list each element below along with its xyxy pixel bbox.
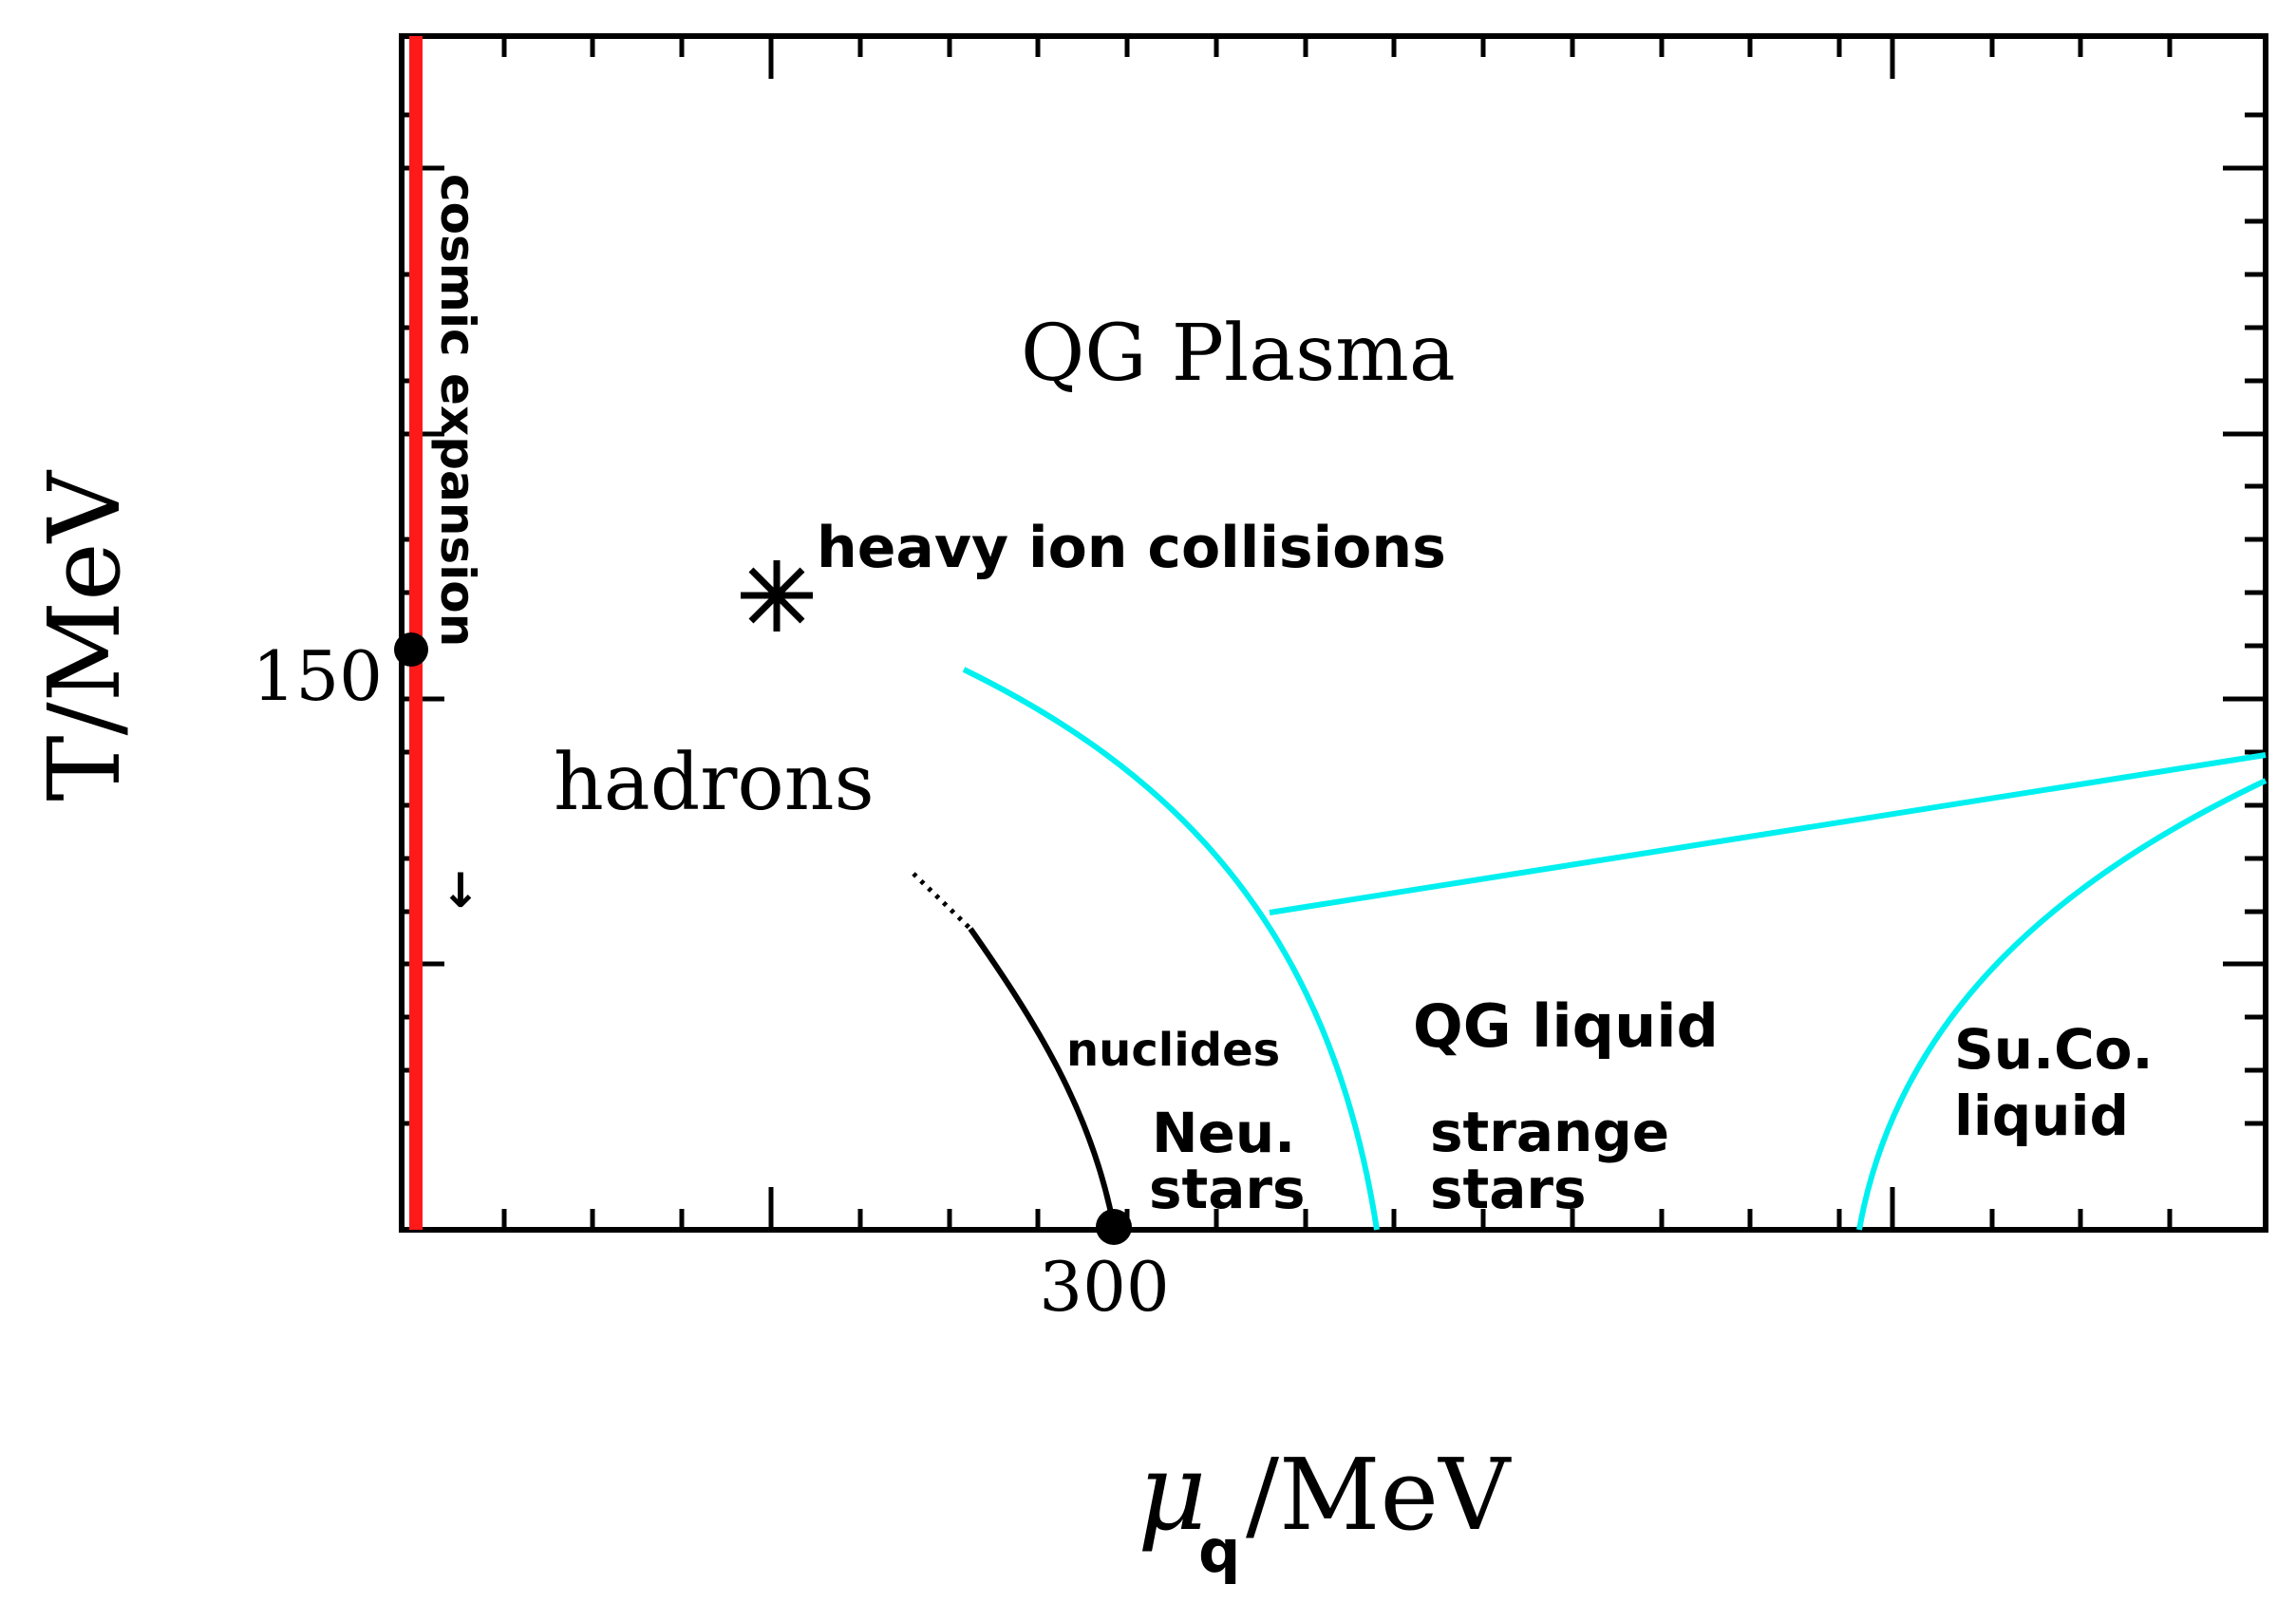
x-axis-label-unit: /MeV: [1246, 1437, 1512, 1553]
x-axis-label: μ q /MeV: [1138, 1431, 1512, 1586]
x-ticks: [501, 36, 2173, 1230]
superconducting-boundary: [1856, 778, 2268, 1231]
neu-stars-label-1: Neu.: [1152, 1101, 1295, 1165]
x-tick-label-300: 300: [1039, 1247, 1169, 1327]
hadrons-label: hadrons: [554, 738, 875, 828]
suco-liquid-label-1: Su.Co.: [1954, 1017, 2154, 1082]
y-axis-label: T/MeV: [27, 469, 142, 801]
y-tick-label-150: 150: [253, 636, 383, 716]
nuclear-line: [968, 927, 1117, 1228]
suco-liquid-label-2: liquid: [1954, 1084, 2129, 1148]
strange-stars-label-2: stars: [1430, 1157, 1587, 1221]
strange-stars-label-1: strange: [1430, 1100, 1669, 1164]
plot-frame: [399, 33, 2268, 1233]
asterisk-icon: [741, 560, 813, 632]
x-axis-label-sub: q: [1198, 1517, 1240, 1586]
filled-dot-icon: [1096, 1209, 1132, 1245]
nuclides-label: nuclides: [1066, 1024, 1280, 1077]
heavy-ion-label: heavy ion collisions: [817, 515, 1446, 581]
x-axis-label-mu: μ: [1138, 1431, 1207, 1555]
cosmic-expansion-label: cosmic expansion: [430, 174, 485, 647]
filled-dot-icon: [394, 632, 428, 667]
plasma-liquid-boundary: [1269, 752, 2267, 915]
hadron-qgp-boundary: [962, 667, 1380, 1231]
neu-stars-label-2: stars: [1149, 1157, 1306, 1221]
qg-plasma-label: QG Plasma: [1021, 309, 1456, 399]
arrow-down-icon: ↓: [441, 863, 480, 918]
qg-liquid-label: QG liquid: [1413, 991, 1719, 1061]
nuclear-line-dotted: [912, 872, 972, 931]
